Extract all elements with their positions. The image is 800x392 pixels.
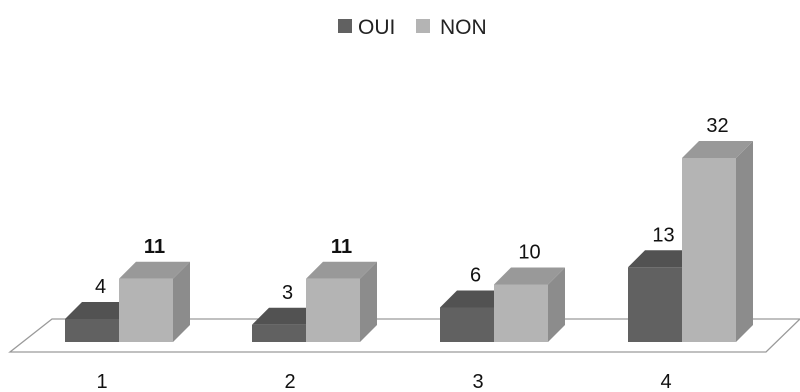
bars: [65, 141, 753, 342]
category-label-3: 3: [472, 371, 483, 392]
bar-non-1: [119, 261, 190, 342]
category-labels: 1 2 3 4: [96, 371, 671, 392]
bar-top: [119, 261, 190, 279]
legend-label-non: NON: [440, 16, 487, 39]
bar-front: [628, 267, 682, 342]
bar-front: [65, 319, 119, 342]
bar-front: [494, 284, 548, 342]
bar-top: [306, 261, 377, 279]
data-label-non-4: 32: [706, 115, 728, 137]
category-label-1: 1: [96, 371, 107, 392]
bar-side: [736, 141, 753, 342]
data-label-oui-3: 6: [470, 265, 481, 287]
legend-swatch-non: [416, 19, 430, 33]
data-labels: 4 11 3 11 6 10 13 32: [95, 115, 729, 304]
bar-top: [682, 141, 753, 158]
bar-top: [252, 307, 323, 325]
bar-non-3: [494, 267, 565, 342]
bar-front: [119, 278, 173, 342]
legend-swatch-oui: [338, 19, 352, 33]
bar-front: [306, 278, 360, 342]
bar-front: [682, 158, 736, 342]
bar-non-4: [682, 141, 753, 342]
bar-side: [548, 267, 565, 342]
chart-floor: [8, 318, 800, 353]
data-label-non-3: 10: [518, 242, 540, 264]
category-label-2: 2: [284, 371, 295, 392]
bar-front: [252, 324, 306, 342]
bar-top: [65, 302, 136, 319]
bar-side: [173, 261, 190, 342]
data-label-non-2: 11: [331, 236, 352, 258]
data-label-oui-2: 3: [282, 282, 293, 304]
bar-non-2: [306, 261, 377, 342]
bar-side: [360, 261, 377, 342]
data-label-oui-4: 13: [652, 224, 674, 246]
legend: OUI NON: [338, 16, 487, 39]
bar-front: [440, 307, 494, 342]
bar-top: [440, 290, 511, 308]
data-label-oui-1: 4: [95, 276, 106, 298]
data-label-non-1: 11: [144, 236, 165, 258]
bar-top: [494, 267, 565, 285]
bar-top: [628, 250, 699, 268]
category-label-4: 4: [660, 371, 671, 392]
legend-label-oui: OUI: [358, 16, 395, 39]
